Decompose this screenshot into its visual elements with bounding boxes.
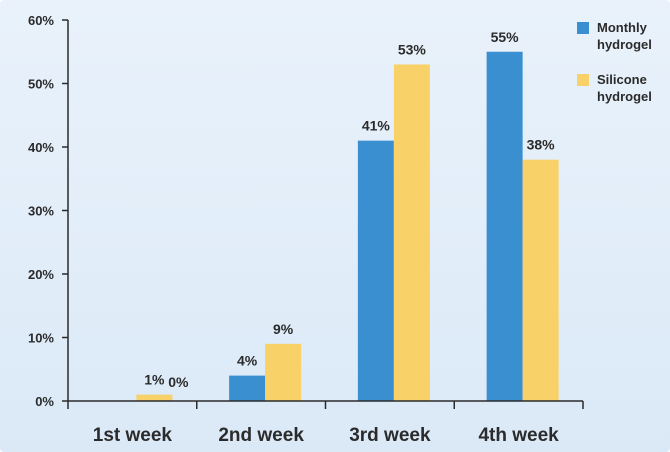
bar-silicone-hydrogel-1 (136, 394, 173, 401)
data-label-monthly-hydrogel-4: 55% (491, 29, 520, 45)
x-tick-label-3: 3rd week (349, 425, 431, 446)
data-label-extra-1: 0% (168, 374, 189, 390)
legend-label-silicone-hydrogel: Silicone hydrogel (597, 72, 652, 104)
y-tick-label-3: 30% (28, 204, 54, 219)
x-tick-label-1: 1st week (93, 425, 173, 446)
legend-swatch-monthly-hydrogel (577, 22, 589, 34)
bar-silicone-hydrogel-3 (393, 64, 430, 401)
axis-layer (62, 19, 584, 409)
legend: Monthly hydrogel Silicone hydrogel (577, 20, 652, 104)
x-tick-label-4: 4th week (478, 425, 559, 446)
labels-layer: 4% 41% 55% 1% 9% 53% 38% 0% 0% 10% 20% 30% 40% 50% 60%… (28, 13, 559, 446)
bars-layer (136, 51, 559, 401)
y-tick-label-5: 50% (28, 77, 54, 92)
y-tick-label-0: 0% (35, 394, 54, 409)
bar-silicone-hydrogel-2 (265, 343, 302, 401)
y-tick-label-4: 40% (28, 140, 54, 155)
bar-monthly-hydrogel-4 (486, 51, 523, 401)
bar-monthly-hydrogel-3 (357, 140, 394, 401)
data-label-silicone-hydrogel-2: 9% (273, 321, 294, 337)
data-label-silicone-hydrogel-1: 1% (144, 372, 165, 388)
legend-label-monthly-hydrogel: Monthly hydrogel (597, 20, 652, 52)
y-tick-label-1: 10% (28, 331, 54, 346)
data-label-monthly-hydrogel-2: 4% (237, 353, 258, 369)
data-label-silicone-hydrogel-3: 53% (398, 41, 427, 57)
bar-monthly-hydrogel-2 (229, 375, 266, 401)
y-tick-label-2: 20% (28, 267, 54, 282)
data-label-silicone-hydrogel-4: 38% (527, 137, 556, 153)
y-tick-label-6: 60% (28, 13, 54, 28)
legend-swatch-silicone-hydrogel (577, 74, 589, 86)
x-tick-label-2: 2nd week (218, 425, 304, 446)
data-label-monthly-hydrogel-3: 41% (362, 118, 391, 134)
bar-silicone-hydrogel-4 (522, 159, 559, 401)
